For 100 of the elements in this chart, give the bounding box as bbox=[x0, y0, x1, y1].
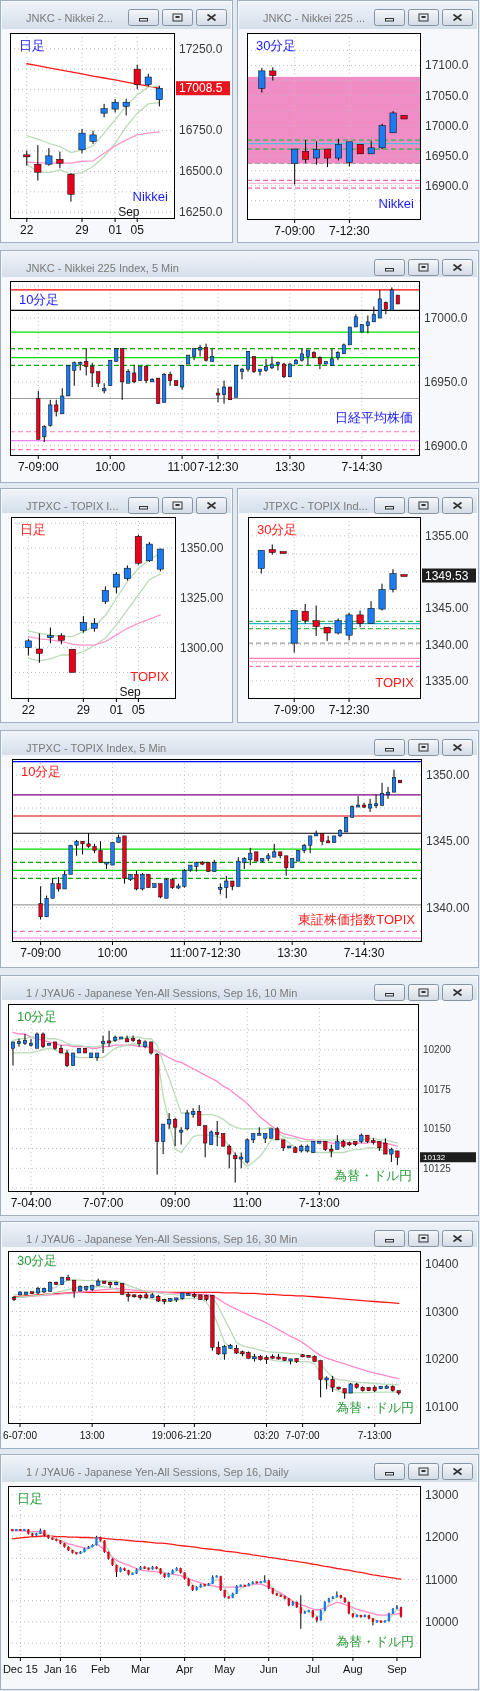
x-tick-label: Apr bbox=[176, 1663, 194, 1675]
x-tick-label: May bbox=[214, 1663, 236, 1675]
candlestick bbox=[301, 603, 309, 625]
candlestick bbox=[367, 600, 375, 625]
candlestick bbox=[131, 1035, 136, 1043]
candlestick bbox=[368, 798, 373, 813]
x-tick-label: 7-12:30 bbox=[197, 460, 239, 474]
annotation: 30分足 bbox=[256, 38, 297, 53]
candlestick bbox=[305, 349, 310, 366]
candlestick bbox=[34, 144, 42, 182]
text: 17008.5 bbox=[179, 81, 223, 96]
chart-title: JTPXC - TOPIX Ind... bbox=[263, 500, 368, 512]
x-tick-label: Feb bbox=[90, 1663, 110, 1675]
candlestick bbox=[323, 626, 331, 642]
y-tick-label: 16750.0 bbox=[179, 123, 223, 138]
x-tick-label: 10:00 bbox=[95, 460, 126, 474]
x-tick-label: 7-09:00 bbox=[17, 460, 59, 474]
x-tick-label: 19:00 bbox=[151, 1430, 178, 1441]
candlestick bbox=[356, 795, 361, 808]
annotation: 10分足 bbox=[21, 764, 62, 779]
candlestick bbox=[29, 1038, 33, 1048]
x-tick-label: 13:00 bbox=[79, 1430, 106, 1441]
candlestick bbox=[378, 123, 386, 150]
y-tick-label: 1345.00 bbox=[425, 601, 469, 616]
x-tick-label: 10:00 bbox=[97, 946, 128, 960]
candlestick bbox=[313, 140, 320, 166]
y-tick-label: 17000.0 bbox=[424, 311, 468, 326]
annotation: TOPIX bbox=[130, 669, 170, 684]
x-tick-label: 7-04:00 bbox=[10, 1196, 52, 1210]
candlestick bbox=[257, 549, 265, 575]
text: 1349.53 bbox=[425, 568, 469, 583]
y-tick-label: 17000.0 bbox=[425, 118, 469, 133]
annotation: 10分足 bbox=[17, 1009, 58, 1024]
candlestick bbox=[389, 110, 397, 134]
x-tick-label: 7-14:30 bbox=[341, 460, 383, 474]
y-tick-label: 16950.0 bbox=[425, 148, 469, 163]
y-tick-label: 16950.0 bbox=[424, 374, 468, 389]
chart-title: JTPXC - TOPIX Index, 5 Min bbox=[26, 742, 167, 754]
y-tick-label: 16250.0 bbox=[179, 205, 223, 220]
candlestick bbox=[335, 138, 342, 161]
candlestick bbox=[222, 380, 227, 405]
chart-title: 1 / JYAU6 - Japanese Yen-All Sessions, Sep 16, 10 Min bbox=[26, 987, 298, 999]
candlestick bbox=[68, 648, 76, 673]
chart-title: JNKC - Nikkei 2... bbox=[26, 12, 113, 24]
candlestick bbox=[392, 769, 397, 793]
candlestick bbox=[67, 172, 75, 203]
candlestick bbox=[100, 103, 108, 118]
candlestick bbox=[374, 794, 379, 809]
candlestick bbox=[156, 548, 164, 572]
candlestick bbox=[35, 632, 43, 664]
candlestick bbox=[270, 355, 274, 370]
y-tick-label: 10300 bbox=[425, 1304, 459, 1319]
x-tick-label: Jul bbox=[305, 1663, 320, 1675]
x-tick-label: 7-07:00 bbox=[285, 1430, 320, 1441]
chart-title: 1 / JYAU6 - Japanese Yen-All Sessions, Sep 16, 30 Min bbox=[26, 1233, 298, 1245]
x-tick-label: 01 bbox=[109, 703, 124, 717]
candlestick bbox=[312, 604, 320, 637]
chart-title: 1 / JYAU6 - Japanese Yen-All Sessions, Sep 16, Daily bbox=[26, 1466, 290, 1478]
x-tick-label: 7-12:30 bbox=[199, 946, 241, 960]
x-tick-label: 29 bbox=[75, 223, 89, 237]
y-tick-label: 1355.00 bbox=[425, 528, 469, 543]
y-tick-label: 1345.00 bbox=[426, 834, 470, 849]
candlestick bbox=[324, 148, 331, 168]
x-tick-label: 13:30 bbox=[274, 460, 306, 474]
y-tick-label: 17100.0 bbox=[425, 58, 469, 73]
annotation: 日足 bbox=[20, 522, 46, 537]
y-tick-label: 11000 bbox=[425, 1572, 458, 1587]
candlestick bbox=[155, 85, 163, 107]
x-tick-label: 13:30 bbox=[277, 946, 308, 960]
annotation: 日足 bbox=[17, 1491, 43, 1506]
candlestick bbox=[180, 364, 185, 391]
x-tick-label: 11:00 bbox=[169, 946, 200, 960]
y-tick-label: 1340.00 bbox=[425, 637, 469, 652]
x-tick-label: 7-13:00 bbox=[298, 1196, 340, 1210]
x-tick-label: 7-12:30 bbox=[329, 224, 371, 238]
x-tick-label: 7-13:00 bbox=[357, 1430, 393, 1441]
candlestick bbox=[23, 1033, 27, 1046]
chart-title: JNKC - Nikkei 225 Index, 5 Min bbox=[26, 262, 179, 274]
candlestick bbox=[258, 368, 262, 377]
y-tick-label: 10400 bbox=[425, 1256, 459, 1271]
annotation: 東証株価指数TOPIX bbox=[298, 912, 416, 927]
x-tick-label: 7-09:00 bbox=[20, 946, 62, 960]
candlestick bbox=[345, 141, 353, 167]
y-tick-label: 10000 bbox=[425, 1614, 459, 1629]
x-tick-label: Aug bbox=[343, 1663, 363, 1675]
x-tick-label: 29 bbox=[76, 703, 91, 717]
y-tick-label: 1340.00 bbox=[426, 900, 470, 915]
x-tick-label: 05 bbox=[131, 703, 146, 717]
annotation: 為替・ドル円 bbox=[336, 1400, 414, 1415]
y-tick-label: 1300.00 bbox=[180, 640, 224, 655]
annotation: 為替・ドル円 bbox=[336, 1634, 414, 1649]
annotation: TOPIX bbox=[375, 675, 415, 690]
candlestick bbox=[380, 782, 385, 806]
y-tick-label: 10175 bbox=[423, 1083, 452, 1095]
candlestick bbox=[210, 348, 215, 362]
candlestick bbox=[10, 1041, 15, 1067]
y-tick-label: 13000 bbox=[425, 1487, 459, 1502]
y-tick-label: 17050.0 bbox=[425, 88, 469, 103]
annotation: Sep bbox=[118, 205, 140, 219]
candlestick bbox=[145, 541, 153, 563]
